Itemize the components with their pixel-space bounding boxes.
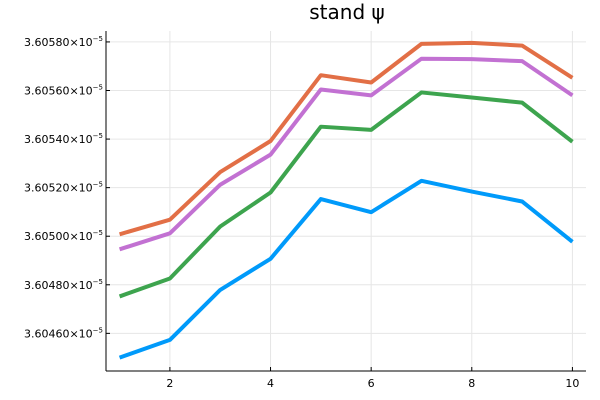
x-tick-label-0: 2 [166, 377, 173, 390]
y-tick-exponent-5: −5 [93, 84, 103, 92]
y-tick-exponent-6: −5 [93, 35, 103, 43]
x-tick-label-2: 6 [368, 377, 375, 390]
y-tick-mantissa-1: 3.60480×10 [24, 279, 93, 292]
y-tick-exponent-0: −5 [93, 326, 103, 334]
x-tick-label-4: 10 [565, 377, 579, 390]
y-tick-exponent-3: −5 [93, 181, 103, 189]
x-tick-label-1: 4 [267, 377, 274, 390]
y-tick-label-4: 3.60540×10−5 [24, 132, 103, 146]
series-line-1 [118, 90, 574, 299]
y-tick-mantissa-3: 3.60520×10 [24, 182, 93, 195]
y-tick-label-3: 3.60520×10−5 [24, 181, 103, 195]
axis-layer [105, 31, 586, 372]
y-tick-label-6: 3.60580×10−5 [24, 35, 103, 49]
chart-title: stand ψ [309, 0, 384, 24]
y-tick-label-2: 3.60500×10−5 [24, 229, 103, 243]
y-tick-exponent-4: −5 [93, 132, 103, 140]
series-line-0 [118, 178, 574, 360]
y-tick-mantissa-4: 3.60540×10 [24, 133, 93, 146]
series-line-3 [119, 40, 574, 237]
y-tick-exponent-2: −5 [93, 229, 103, 237]
y-tick-label-0: 3.60460×10−5 [24, 326, 103, 340]
y-tick-mantissa-2: 3.60500×10 [24, 230, 93, 243]
x-tick-label-3: 8 [468, 377, 475, 390]
grid-layer [106, 31, 586, 371]
y-tick-mantissa-5: 3.60560×10 [24, 85, 93, 98]
tick-label-layer: 2 4 6 8 103.60460×10−53.60480×10−53.60500×10… [24, 35, 579, 390]
series-layer [118, 40, 574, 360]
y-tick-mantissa-0: 3.60460×10 [24, 327, 93, 340]
y-tick-mantissa-6: 3.60580×10 [24, 36, 93, 49]
y-tick-label-1: 3.60480×10−5 [24, 278, 103, 292]
series-line-2 [118, 56, 574, 252]
y-tick-exponent-1: −5 [93, 278, 103, 286]
y-tick-label-5: 3.60560×10−5 [24, 84, 103, 98]
